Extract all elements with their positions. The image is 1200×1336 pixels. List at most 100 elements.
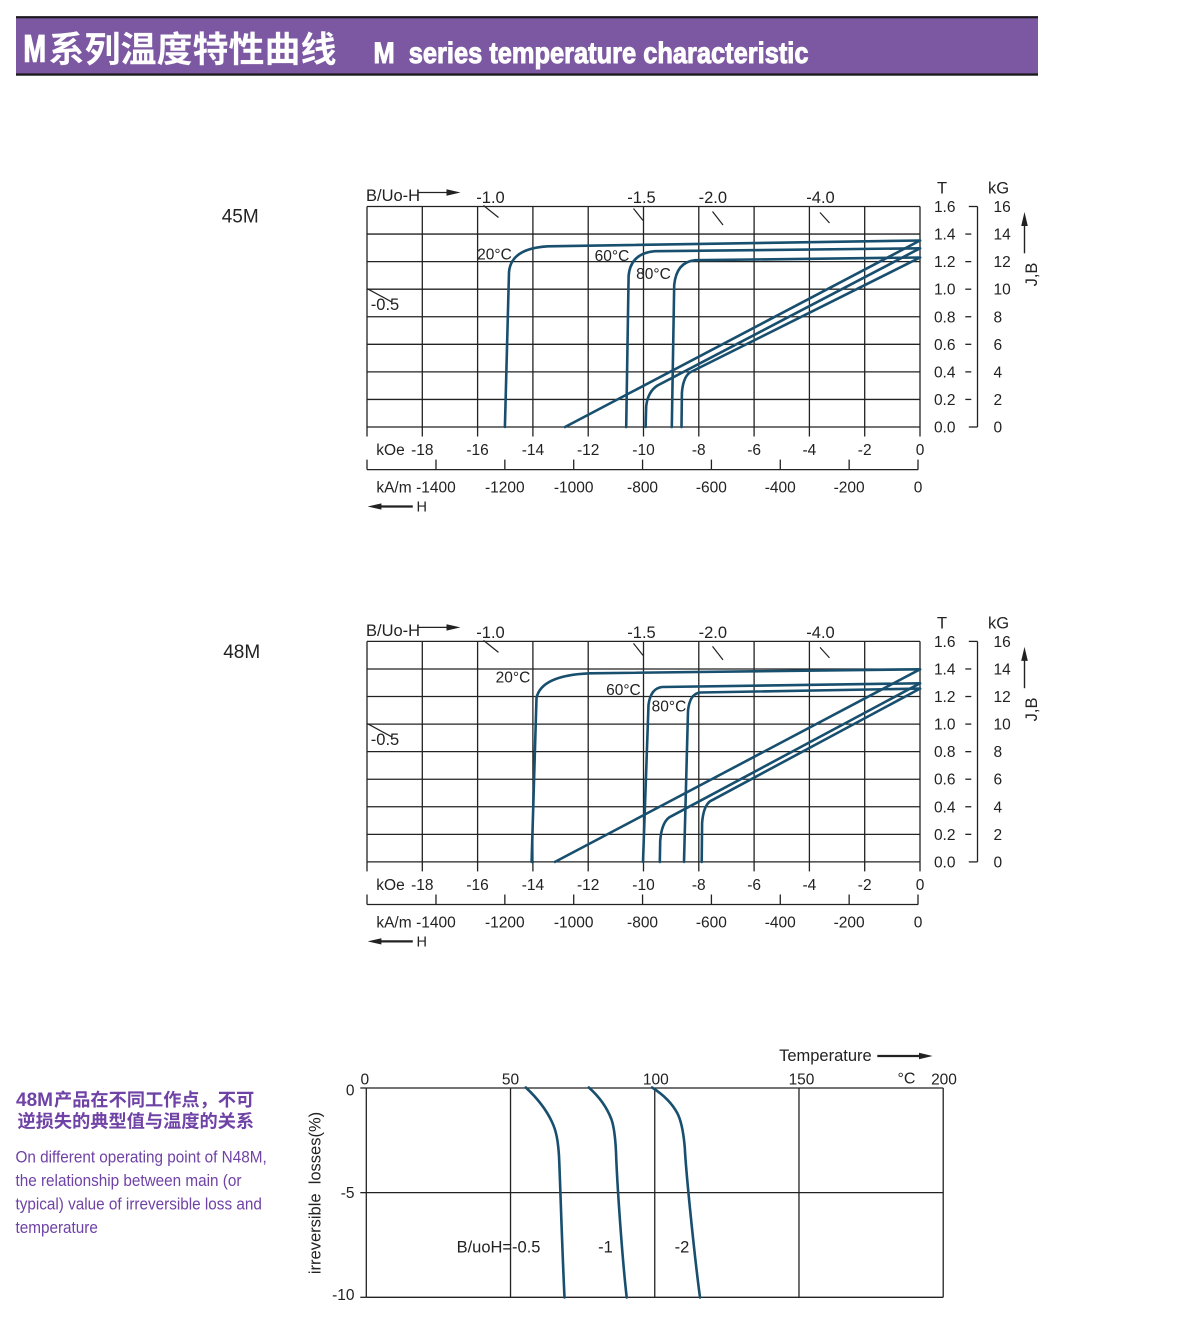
svg-text:T: T bbox=[937, 614, 947, 632]
svg-text:-1.5: -1.5 bbox=[627, 189, 655, 207]
svg-text:16: 16 bbox=[994, 634, 1011, 651]
svg-text:0: 0 bbox=[916, 442, 925, 459]
svg-text:-1.0: -1.0 bbox=[476, 624, 504, 642]
svg-text:-600: -600 bbox=[696, 914, 727, 931]
svg-text:-2: -2 bbox=[675, 1239, 690, 1257]
svg-text:200: 200 bbox=[931, 1072, 957, 1089]
svg-text:4: 4 bbox=[994, 364, 1003, 381]
svg-text:the relationship between main: the relationship between main (or bbox=[15, 1171, 242, 1190]
svg-text:1.4: 1.4 bbox=[934, 227, 956, 244]
svg-text:48M: 48M bbox=[16, 1090, 53, 1111]
svg-text:-16: -16 bbox=[466, 877, 488, 894]
svg-text:On different operating point o: On different operating point of N48M, bbox=[15, 1148, 266, 1167]
svg-text:kA/m: kA/m bbox=[376, 479, 411, 496]
svg-text:1.0: 1.0 bbox=[934, 717, 956, 734]
svg-text:2: 2 bbox=[994, 827, 1003, 844]
svg-text:1.2: 1.2 bbox=[934, 254, 956, 271]
svg-text:0.8: 0.8 bbox=[934, 309, 956, 326]
svg-text:J,B: J,B bbox=[1023, 697, 1041, 721]
svg-text:B/Uo-H: B/Uo-H bbox=[366, 187, 420, 205]
svg-text:0.6: 0.6 bbox=[934, 337, 956, 354]
svg-text:-16: -16 bbox=[466, 442, 488, 459]
svg-text:-1400: -1400 bbox=[416, 914, 456, 931]
svg-text:-6: -6 bbox=[747, 877, 761, 894]
svg-text:0: 0 bbox=[360, 1072, 369, 1089]
svg-text:8: 8 bbox=[994, 744, 1003, 761]
svg-text:0: 0 bbox=[346, 1082, 355, 1099]
svg-text:150: 150 bbox=[789, 1072, 815, 1089]
svg-text:-400: -400 bbox=[765, 479, 796, 496]
svg-text:1.0: 1.0 bbox=[934, 282, 956, 299]
svg-text:20°C: 20°C bbox=[496, 670, 531, 687]
svg-text:kOe: kOe bbox=[376, 442, 404, 459]
svg-text:-14: -14 bbox=[522, 442, 545, 459]
svg-text:-2: -2 bbox=[858, 877, 872, 894]
svg-text:8: 8 bbox=[994, 309, 1003, 326]
svg-text:-4: -4 bbox=[803, 877, 817, 894]
svg-text:-18: -18 bbox=[411, 877, 433, 894]
svg-text:-14: -14 bbox=[522, 877, 545, 894]
svg-text:12: 12 bbox=[994, 689, 1011, 706]
svg-text:2: 2 bbox=[994, 392, 1003, 409]
svg-text:-4.0: -4.0 bbox=[806, 624, 834, 642]
svg-text:-800: -800 bbox=[627, 479, 658, 496]
svg-text:14: 14 bbox=[994, 661, 1012, 678]
svg-text:-5: -5 bbox=[341, 1185, 355, 1202]
svg-text:60°C: 60°C bbox=[606, 682, 641, 699]
svg-text:12: 12 bbox=[994, 254, 1011, 271]
svg-text:-6: -6 bbox=[747, 442, 761, 459]
svg-text:-8: -8 bbox=[692, 442, 706, 459]
svg-text:kG: kG bbox=[988, 180, 1009, 198]
svg-text:14: 14 bbox=[994, 227, 1012, 244]
svg-text:J,B: J,B bbox=[1023, 263, 1041, 287]
svg-text:-1200: -1200 bbox=[485, 479, 525, 496]
svg-text:1.6: 1.6 bbox=[934, 199, 956, 216]
svg-text:kA/m: kA/m bbox=[376, 914, 411, 931]
svg-text:0: 0 bbox=[916, 877, 925, 894]
svg-text:T: T bbox=[937, 180, 947, 198]
svg-text:0: 0 bbox=[994, 420, 1003, 437]
svg-text:0.6: 0.6 bbox=[934, 772, 956, 789]
svg-text:20°C: 20°C bbox=[477, 247, 512, 264]
svg-text:-8: -8 bbox=[692, 877, 706, 894]
svg-text:irreversible losses(%): irreversible losses(%) bbox=[307, 1112, 325, 1274]
svg-text:-200: -200 bbox=[834, 914, 865, 931]
svg-text:B/Uo-H: B/Uo-H bbox=[366, 622, 420, 640]
svg-text:°C: °C bbox=[898, 1071, 916, 1088]
svg-text:H: H bbox=[417, 934, 427, 950]
svg-text:-10: -10 bbox=[332, 1287, 355, 1304]
svg-text:0.8: 0.8 bbox=[934, 744, 956, 761]
svg-text:Temperature: Temperature bbox=[779, 1047, 872, 1065]
svg-text:-4: -4 bbox=[803, 442, 817, 459]
svg-text:10: 10 bbox=[994, 282, 1012, 299]
svg-text:16: 16 bbox=[994, 199, 1011, 216]
svg-text:-0.5: -0.5 bbox=[371, 731, 399, 749]
svg-text:-1000: -1000 bbox=[554, 914, 594, 931]
svg-text:1.4: 1.4 bbox=[934, 661, 956, 678]
svg-text:-1400: -1400 bbox=[416, 479, 456, 496]
svg-text:1.2: 1.2 bbox=[934, 689, 956, 706]
svg-text:-1000: -1000 bbox=[554, 479, 594, 496]
svg-text:-12: -12 bbox=[577, 877, 599, 894]
svg-text:-1.5: -1.5 bbox=[627, 624, 655, 642]
svg-text:6: 6 bbox=[994, 772, 1003, 789]
svg-text:-800: -800 bbox=[627, 914, 658, 931]
svg-text:6: 6 bbox=[994, 337, 1003, 354]
svg-text:0: 0 bbox=[994, 854, 1003, 871]
svg-text:H: H bbox=[417, 500, 427, 516]
svg-text:-0.5: -0.5 bbox=[371, 296, 399, 314]
svg-text:kOe: kOe bbox=[376, 877, 404, 894]
svg-text:0.4: 0.4 bbox=[934, 799, 956, 816]
svg-text:-1200: -1200 bbox=[485, 914, 525, 931]
svg-text:M series temperature characte: M series temperature characteristic bbox=[374, 37, 809, 70]
svg-text:-1.0: -1.0 bbox=[476, 189, 504, 207]
svg-text:1.6: 1.6 bbox=[934, 634, 956, 651]
svg-text:M: M bbox=[24, 29, 47, 71]
svg-text:48M: 48M bbox=[223, 642, 260, 663]
svg-text:-4.0: -4.0 bbox=[806, 189, 834, 207]
svg-text:-12: -12 bbox=[577, 442, 599, 459]
svg-text:0.0: 0.0 bbox=[934, 420, 956, 437]
svg-text:0: 0 bbox=[914, 914, 923, 931]
svg-text:10: 10 bbox=[994, 717, 1012, 734]
svg-text:typical) value of irreversible: typical) value of irreversible loss and bbox=[15, 1195, 261, 1214]
